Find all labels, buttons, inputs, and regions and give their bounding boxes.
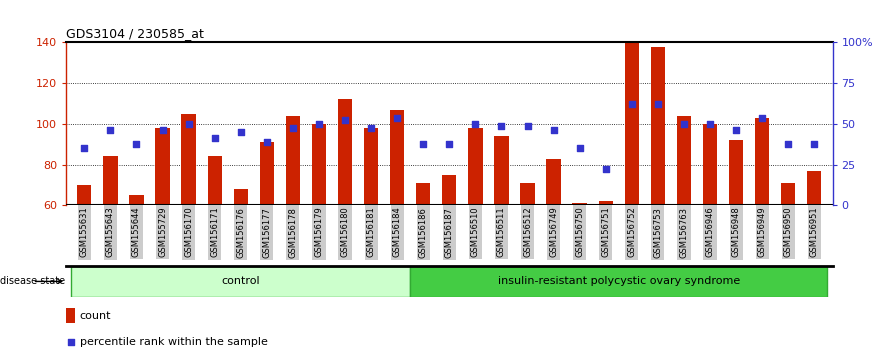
- Bar: [546, 159, 561, 205]
- Bar: [468, 128, 483, 205]
- Bar: [807, 171, 821, 205]
- Bar: [494, 136, 508, 205]
- Point: [442, 141, 456, 147]
- Point: [155, 127, 169, 133]
- Point: [78, 145, 92, 151]
- Bar: [573, 203, 587, 205]
- Point: [208, 135, 222, 141]
- Bar: [598, 201, 613, 205]
- Point: [181, 121, 196, 127]
- Point: [677, 121, 691, 127]
- Bar: [390, 110, 404, 205]
- Point: [651, 101, 665, 107]
- Bar: [103, 156, 117, 205]
- Bar: [130, 195, 144, 205]
- Bar: [312, 124, 326, 205]
- Bar: [181, 114, 196, 205]
- Text: disease state: disease state: [0, 276, 65, 286]
- Point: [494, 123, 508, 129]
- Point: [807, 141, 821, 147]
- Text: percentile rank within the sample: percentile rank within the sample: [80, 337, 268, 347]
- Point: [233, 129, 248, 135]
- Point: [416, 141, 430, 147]
- Bar: [208, 156, 222, 205]
- Point: [285, 125, 300, 131]
- Point: [599, 166, 613, 171]
- Text: count: count: [80, 311, 111, 321]
- Bar: [285, 116, 300, 205]
- Bar: [442, 175, 456, 205]
- Bar: [755, 118, 769, 205]
- Point: [260, 139, 274, 145]
- Point: [364, 125, 378, 131]
- Text: insulin-resistant polycystic ovary syndrome: insulin-resistant polycystic ovary syndr…: [498, 276, 740, 286]
- Point: [546, 127, 560, 133]
- Bar: [625, 42, 639, 205]
- Bar: [416, 183, 431, 205]
- FancyBboxPatch shape: [411, 266, 827, 297]
- Point: [703, 121, 717, 127]
- Point: [573, 145, 587, 151]
- Bar: [729, 140, 744, 205]
- Bar: [78, 185, 92, 205]
- Bar: [521, 183, 535, 205]
- Point: [103, 127, 117, 133]
- Point: [521, 123, 535, 129]
- Bar: [703, 124, 717, 205]
- Bar: [66, 308, 75, 323]
- Bar: [337, 99, 352, 205]
- FancyBboxPatch shape: [71, 266, 411, 297]
- Point: [63, 339, 78, 345]
- Point: [625, 101, 639, 107]
- Bar: [364, 128, 378, 205]
- Text: GDS3104 / 230585_at: GDS3104 / 230585_at: [66, 27, 204, 40]
- Point: [755, 115, 769, 121]
- Bar: [677, 116, 691, 205]
- Point: [469, 121, 483, 127]
- Point: [312, 121, 326, 127]
- Bar: [155, 128, 170, 205]
- Point: [130, 141, 144, 147]
- Bar: [233, 189, 248, 205]
- Point: [781, 141, 796, 147]
- Bar: [260, 142, 274, 205]
- Point: [390, 115, 404, 121]
- Bar: [651, 47, 665, 205]
- Point: [729, 127, 744, 133]
- Text: control: control: [221, 276, 260, 286]
- Bar: [781, 183, 796, 205]
- Point: [338, 117, 352, 123]
